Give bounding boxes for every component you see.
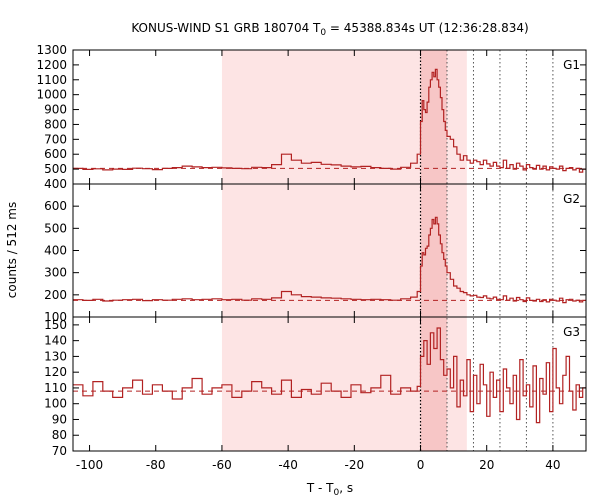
y-tick-label: 600 [44,147,67,161]
y-axis-label: counts / 512 ms [5,202,19,298]
x-axis-label: T - T0, s [306,481,353,498]
x-tick-label: -80 [146,458,166,472]
y-tick-label: 110 [44,381,67,395]
y-tick-label: 70 [52,444,67,458]
panel-label: G2 [563,192,580,206]
y-tick-label: 120 [44,365,67,379]
panel-label: G1 [563,58,580,72]
y-tick-label: 150 [44,318,67,332]
y-tick-label: 500 [44,162,67,176]
panel-frame-g3 [72,316,587,452]
chart-title: KONUS-WIND S1 GRB 180704 T0 = 45388.834s… [131,21,528,38]
panel-label: G3 [563,325,580,339]
panel-g2: 100 200 300 400 500 600 G2 [44,183,587,324]
y-tick-label: 400 [44,244,67,258]
y-tick-label: 900 [44,103,67,117]
y-tick-label: 800 [44,117,67,131]
series-line-g1 [73,68,586,173]
y-tick-label: 200 [44,288,67,302]
x-tick-label: -60 [212,458,232,472]
y-tick-label: 1200 [36,58,67,72]
y-tick-label: 500 [44,221,67,235]
y-tick-label: 140 [44,334,67,348]
y-tick-label: 90 [52,412,67,426]
x-tick-label: 40 [545,458,560,472]
y-tick-label: 80 [52,428,67,442]
y-tick-label: 130 [44,349,67,363]
y-tick-label: 1300 [36,43,67,57]
y-tick-label: 300 [44,266,67,280]
x-tick-label: -40 [278,458,298,472]
x-tick-label: -100 [76,458,103,472]
y-tick-label: 700 [44,132,67,146]
x-tick-label: 20 [479,458,494,472]
y-tick-label: 1100 [36,73,67,87]
x-tick-label: 0 [417,458,425,472]
y-tick-label: 1000 [36,88,67,102]
y-tick-label: 400 [44,177,67,191]
series-line-g3 [73,327,586,424]
series-line-g2 [73,216,586,304]
x-tick-label: -20 [345,458,365,472]
y-tick-label: 600 [44,199,67,213]
y-tick-label: 100 [44,310,67,324]
y-tick-label: 100 [44,397,67,411]
